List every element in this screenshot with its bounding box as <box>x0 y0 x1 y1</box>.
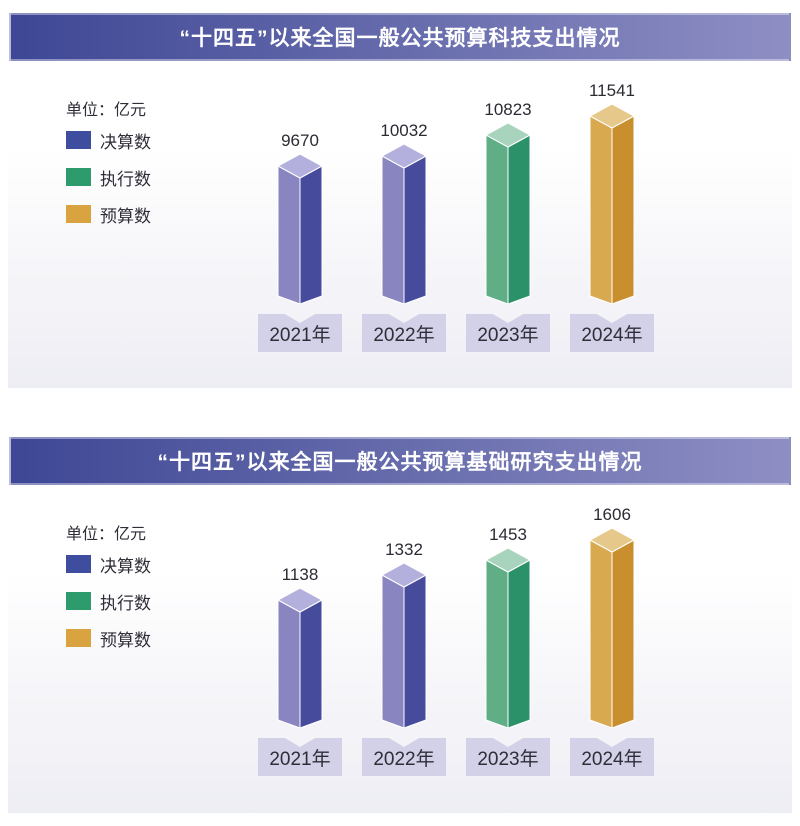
bar-group: 10823 2023年 <box>466 100 550 352</box>
legend-swatch <box>66 205 91 223</box>
bar-column <box>484 547 532 746</box>
bars-area: 1138 2021年 1332 2022年 1453 2023年 1606 2024年 <box>258 424 654 776</box>
year-plate: 2024年 <box>570 738 654 776</box>
legend-item: 执行数 <box>66 592 151 613</box>
bar-column <box>276 153 324 322</box>
legend-item: 决算数 <box>66 131 151 152</box>
bar-value-label: 1606 <box>593 505 631 524</box>
legend-swatch <box>66 555 91 573</box>
legend-item: 决算数 <box>66 555 151 576</box>
legend-label: 执行数 <box>100 169 151 189</box>
legend: 决算数 执行数 预算数 <box>66 131 151 242</box>
bar-value-label: 1453 <box>489 525 527 544</box>
bar-column <box>380 562 428 746</box>
bar-value-label: 11541 <box>588 81 635 100</box>
bar-group: 1606 2024年 <box>570 505 654 776</box>
chart-title-bar: “十四五”以来全国一般公共预算基础研究支出情况 <box>9 437 791 485</box>
legend-item: 执行数 <box>66 168 151 189</box>
legend-swatch <box>66 629 91 647</box>
bar-group: 10032 2022年 <box>362 121 446 352</box>
legend-swatch <box>66 168 91 186</box>
bar-group: 1332 2022年 <box>362 540 446 776</box>
unit-label: 单位：亿元 <box>66 526 147 543</box>
legend-label: 决算数 <box>100 556 151 576</box>
bars-area: 9670 2021年 10032 2022年 10823 2023年 11541 2024年 <box>258 0 654 352</box>
bar-value-label: 1332 <box>385 540 423 559</box>
legend-label: 预算数 <box>100 630 151 650</box>
legend-label: 预算数 <box>100 206 151 226</box>
chart-title: “十四五”以来全国一般公共预算基础研究支出情况 <box>157 451 643 474</box>
unit-label: 单位：亿元 <box>66 102 147 119</box>
legend-swatch <box>66 592 91 610</box>
legend-item: 预算数 <box>66 205 151 226</box>
chart-title-bar: “十四五”以来全国一般公共预算科技支出情况 <box>9 13 791 61</box>
bar-value-label: 10823 <box>484 100 532 119</box>
legend: 决算数 执行数 预算数 <box>66 555 151 666</box>
bar-column <box>380 143 428 322</box>
legend-swatch <box>66 131 91 149</box>
chart-panel-tech-spending: “十四五”以来全国一般公共预算科技支出情况 单位：亿元 决算数执行数预算数 96… <box>8 0 792 388</box>
bar-column <box>588 527 636 746</box>
bar-group: 11541 2024年 <box>570 81 654 352</box>
bar-value-label: 10032 <box>380 121 428 140</box>
chart-title: “十四五”以来全国一般公共预算科技支出情况 <box>179 27 621 50</box>
chart-panel-basic-research-spending: “十四五”以来全国一般公共预算基础研究支出情况 单位：亿元 决算数 执行数 预算数 … <box>8 424 792 813</box>
legend-label: 决算数 <box>100 132 151 152</box>
bar-group: 1138 2021年 <box>258 565 342 776</box>
bar-group: 9670 2021年 <box>258 131 342 352</box>
legend-label: 执行数 <box>100 593 151 613</box>
legend-item: 预算数 <box>66 629 151 650</box>
bar-column <box>276 587 324 746</box>
year-plate: 2022年 <box>362 314 446 352</box>
bar-value-label: 9670 <box>281 131 319 150</box>
year-plate: 2024年 <box>570 314 654 352</box>
bar-group: 1453 2023年 <box>466 525 550 776</box>
bar-column <box>588 103 636 322</box>
bar-column <box>484 122 532 322</box>
bar-value-label: 1138 <box>281 565 319 584</box>
